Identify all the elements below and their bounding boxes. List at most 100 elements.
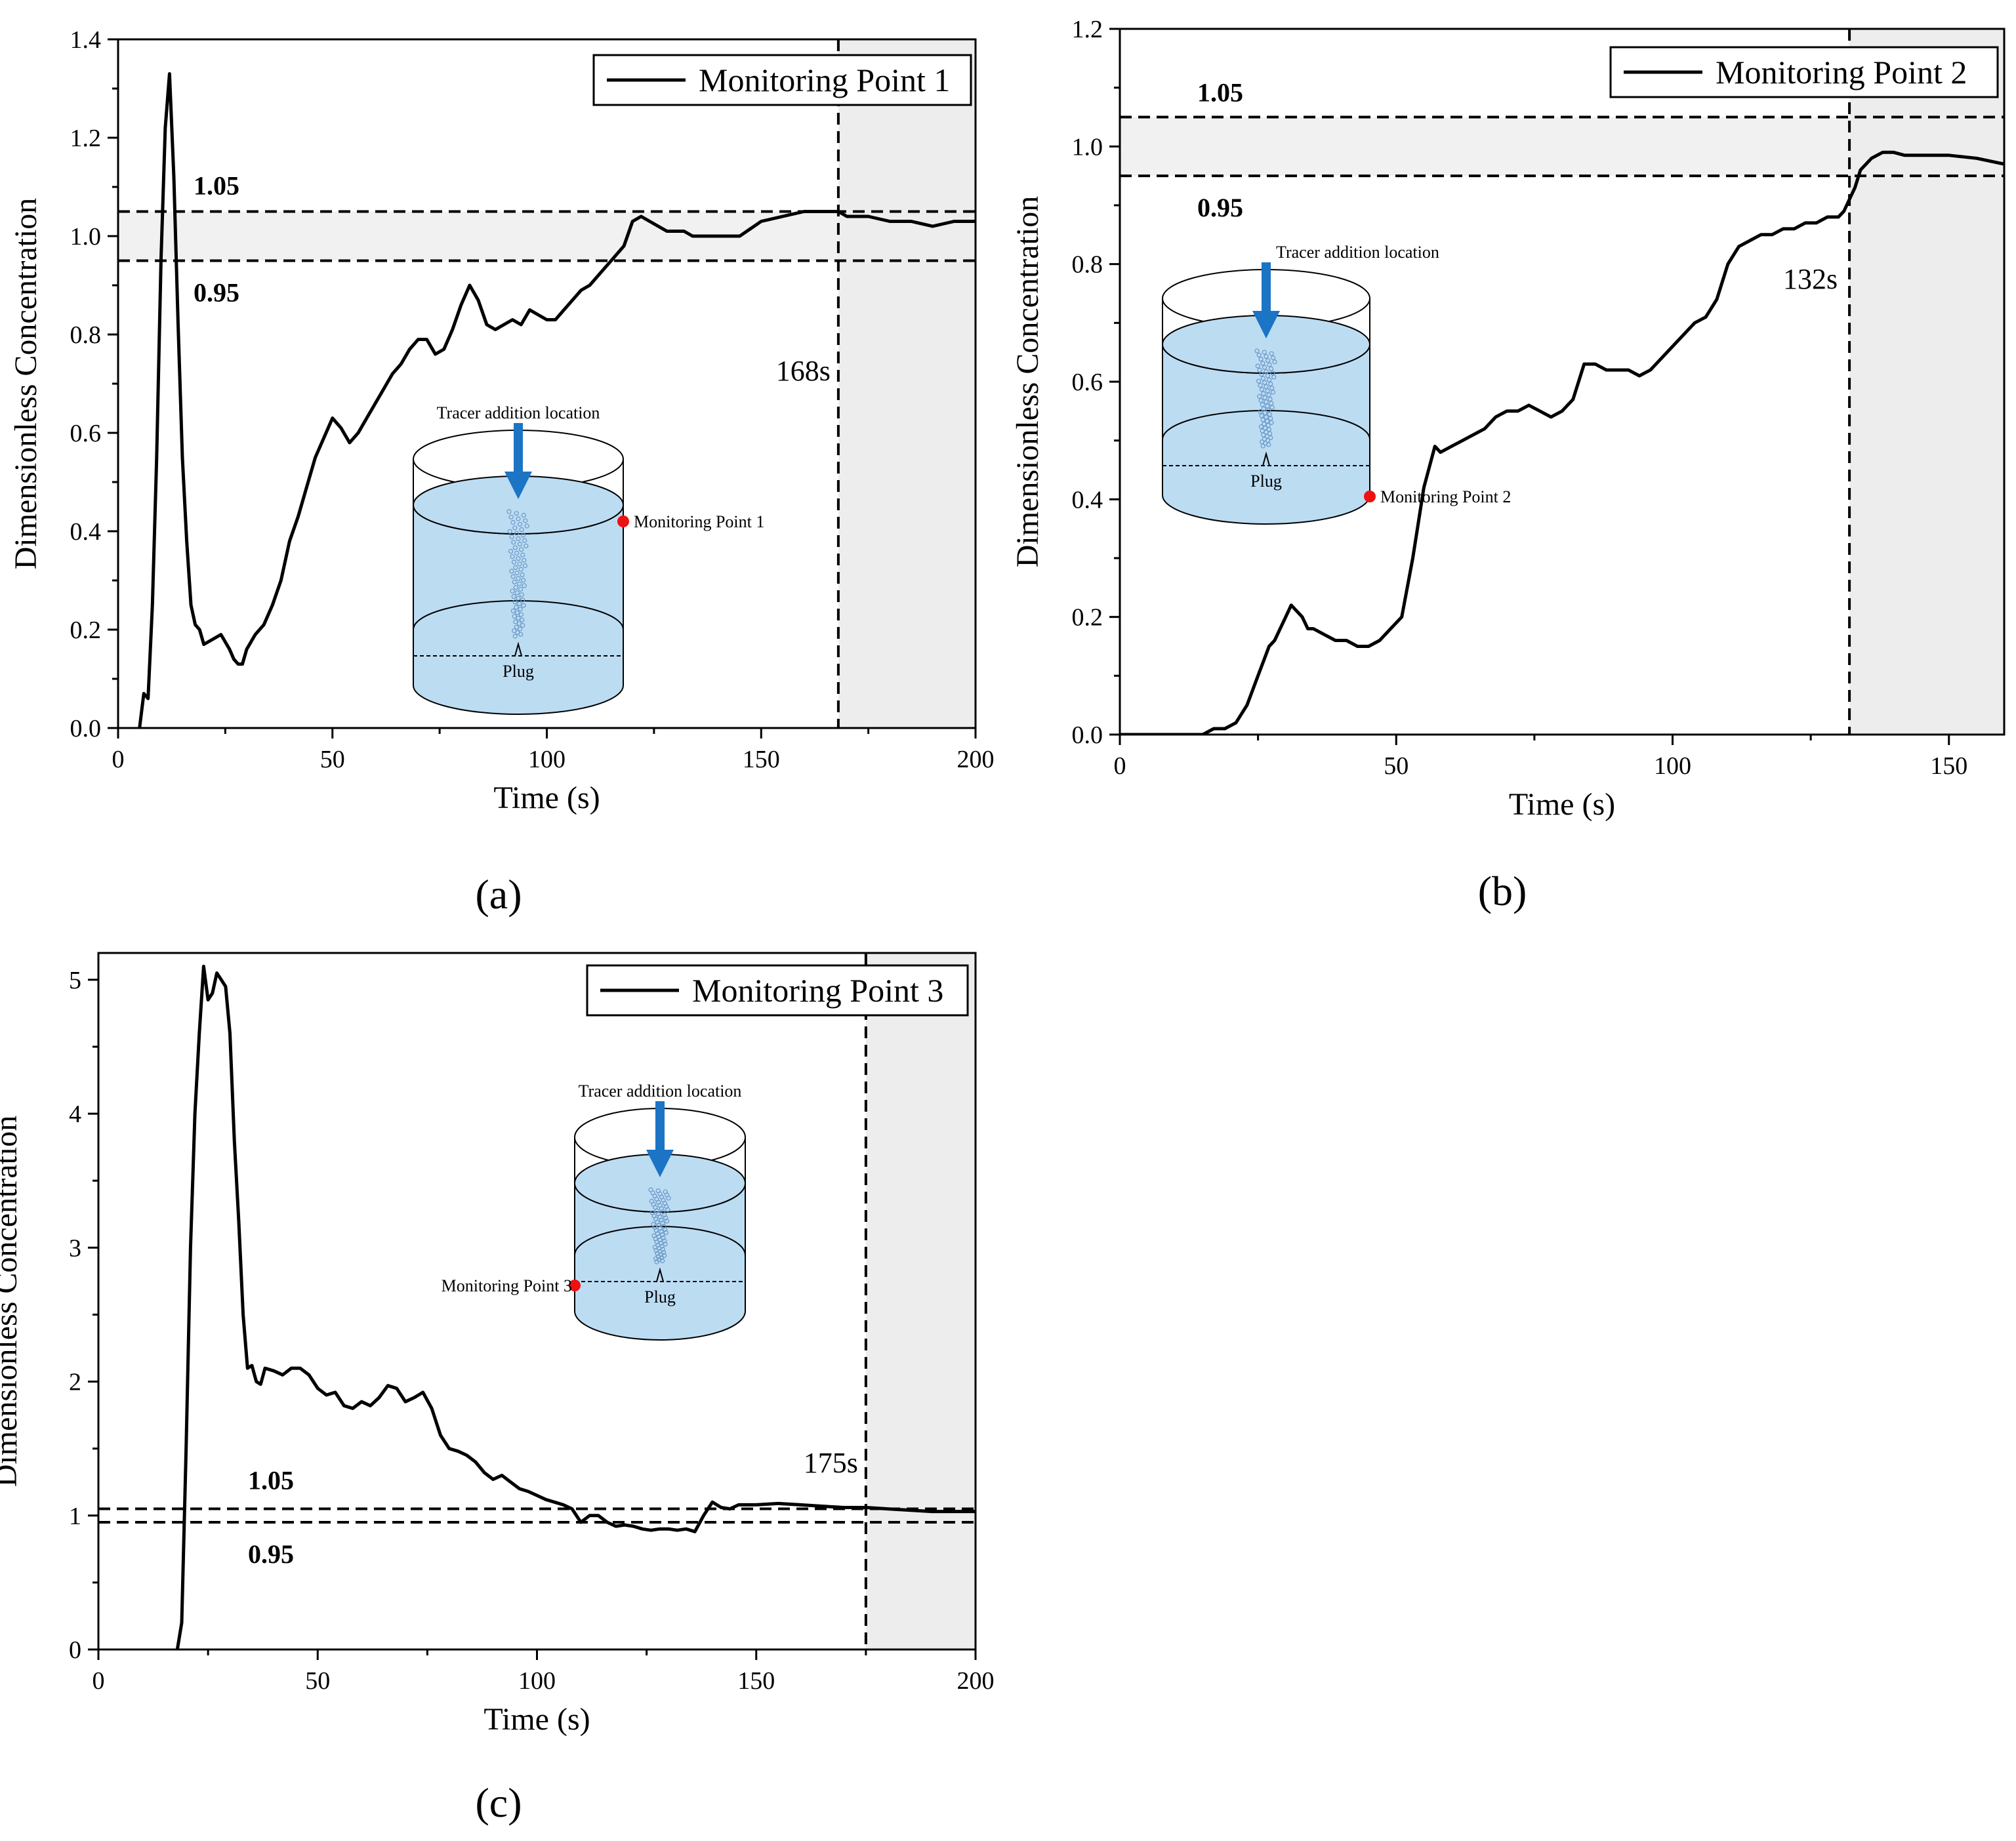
- tracer-particle: [511, 594, 516, 599]
- tracer-particle: [1262, 380, 1267, 385]
- tracer-particle: [512, 634, 518, 639]
- tracer-particle: [1267, 412, 1272, 417]
- tracer-particle: [514, 531, 520, 536]
- plug-label: Plug: [644, 1287, 676, 1306]
- mixing-time-label: 175s: [804, 1447, 858, 1479]
- tracer-particle: [1260, 402, 1265, 407]
- tracer-particle: [1264, 399, 1269, 405]
- tracer-particle: [508, 514, 514, 519]
- tracer-particle: [510, 554, 515, 559]
- tracer-particle: [1266, 377, 1272, 382]
- tracer-particle: [522, 563, 528, 569]
- tracer-particle: [520, 552, 525, 557]
- tracer-particle: [1262, 410, 1267, 416]
- tank-inset: Plug Tracer addition location Monitoring P…: [413, 403, 764, 715]
- tracer-particle: [1265, 373, 1271, 378]
- y-tick-label: 0.8: [70, 321, 102, 349]
- tracer-particle: [1265, 403, 1270, 409]
- y-tick-label: 0: [69, 1636, 81, 1664]
- tracer-particle: [1260, 361, 1265, 366]
- tracer-particle: [509, 534, 514, 540]
- x-axis-label: Time (s): [483, 1702, 590, 1737]
- x-tick-label: 150: [737, 1667, 775, 1695]
- tracer-particle: [664, 1219, 670, 1224]
- threshold-label: 1.05: [194, 171, 239, 201]
- tracer-particle: [1264, 384, 1269, 390]
- tank-inset: Plug Tracer addition location Monitoring P…: [442, 1082, 746, 1341]
- series-line: [1120, 150, 2004, 735]
- tracer-particle: [1265, 407, 1271, 413]
- y-tick-label: 0.6: [1072, 369, 1103, 396]
- x-tick-label: 0: [112, 746, 125, 773]
- tracer-particle: [1261, 391, 1266, 396]
- tracer-particle: [517, 626, 523, 632]
- tracer-particle: [1272, 359, 1277, 365]
- tank-bottom-outline: [1162, 410, 1370, 440]
- tracer-particle: [523, 518, 528, 523]
- tracer-particle: [659, 1229, 664, 1234]
- tracer-particle: [1262, 365, 1267, 370]
- tracer-particle: [519, 527, 524, 533]
- y-tick-label: 0.4: [70, 518, 102, 546]
- tracer-particle: [519, 617, 525, 622]
- y-tick-label: 3: [69, 1234, 81, 1262]
- tracer-particle: [517, 581, 522, 586]
- tracer-particle: [518, 632, 524, 637]
- tracer-particle: [661, 1235, 666, 1240]
- tracer-particle: [514, 570, 520, 576]
- tracer-particle: [516, 596, 521, 601]
- tracer-particle: [1258, 398, 1264, 403]
- tracer-particle: [513, 565, 518, 571]
- tracer-particle: [514, 590, 520, 596]
- tracer-particle: [1265, 388, 1270, 394]
- plug-icon: [1262, 451, 1270, 466]
- tracer-particle: [517, 561, 522, 567]
- series-line: [138, 72, 976, 728]
- tracer-particle: [514, 610, 520, 615]
- tracer-particle: [522, 557, 527, 563]
- tracer-particle: [512, 525, 518, 531]
- monitoring-point-marker: [1364, 491, 1376, 502]
- tracer-particle: [1261, 406, 1266, 411]
- tracer-particle: [1255, 363, 1260, 369]
- tracer-particle: [514, 605, 519, 610]
- tracer-particle: [510, 608, 516, 614]
- tracer-particle: [524, 523, 529, 529]
- tracer-particle: [506, 509, 512, 514]
- tracer-particle: [1268, 435, 1273, 441]
- tracer-particle: [1260, 417, 1265, 422]
- tracer-particle: [1260, 443, 1265, 449]
- y-axis-label: Dimensionless Concentration: [9, 198, 43, 570]
- x-tick-label: 200: [957, 1667, 995, 1695]
- tracer-particle: [521, 603, 526, 608]
- tracer-particle: [513, 619, 518, 624]
- steady-region: [1849, 29, 2004, 735]
- tracer-particle: [512, 614, 517, 619]
- tracer-particle: [511, 559, 517, 565]
- tracer-particle: [512, 545, 518, 550]
- tracer-particle: [665, 1207, 670, 1212]
- threshold-label: 1.05: [1197, 78, 1243, 108]
- tracer-particle: [1271, 355, 1276, 361]
- y-tick-label: 0.6: [70, 420, 102, 447]
- y-tick-label: 1.0: [1072, 133, 1103, 161]
- tracer-particle: [1264, 418, 1270, 424]
- tracer-particle: [1262, 350, 1267, 355]
- tolerance-band: [118, 211, 976, 261]
- y-tick-label: 0.4: [1072, 486, 1103, 514]
- tracer-particle: [518, 547, 524, 552]
- tracer-particle: [658, 1240, 664, 1245]
- tracer-particle: [1269, 420, 1274, 425]
- tracer-particle: [1258, 409, 1263, 415]
- x-axis-label: Time (s): [1509, 787, 1615, 822]
- y-tick-label: 0.2: [70, 617, 102, 644]
- y-tick-label: 1.4: [70, 26, 102, 54]
- x-tick-label: 50: [1384, 752, 1409, 780]
- tracer-particle: [520, 597, 525, 603]
- tracer-particle: [518, 567, 524, 572]
- tracer-particle: [662, 1238, 667, 1244]
- x-tick-label: 150: [1930, 752, 1967, 780]
- tracer-particle: [516, 621, 522, 626]
- tracer-particle: [516, 601, 522, 607]
- tracer-particle: [663, 1226, 668, 1232]
